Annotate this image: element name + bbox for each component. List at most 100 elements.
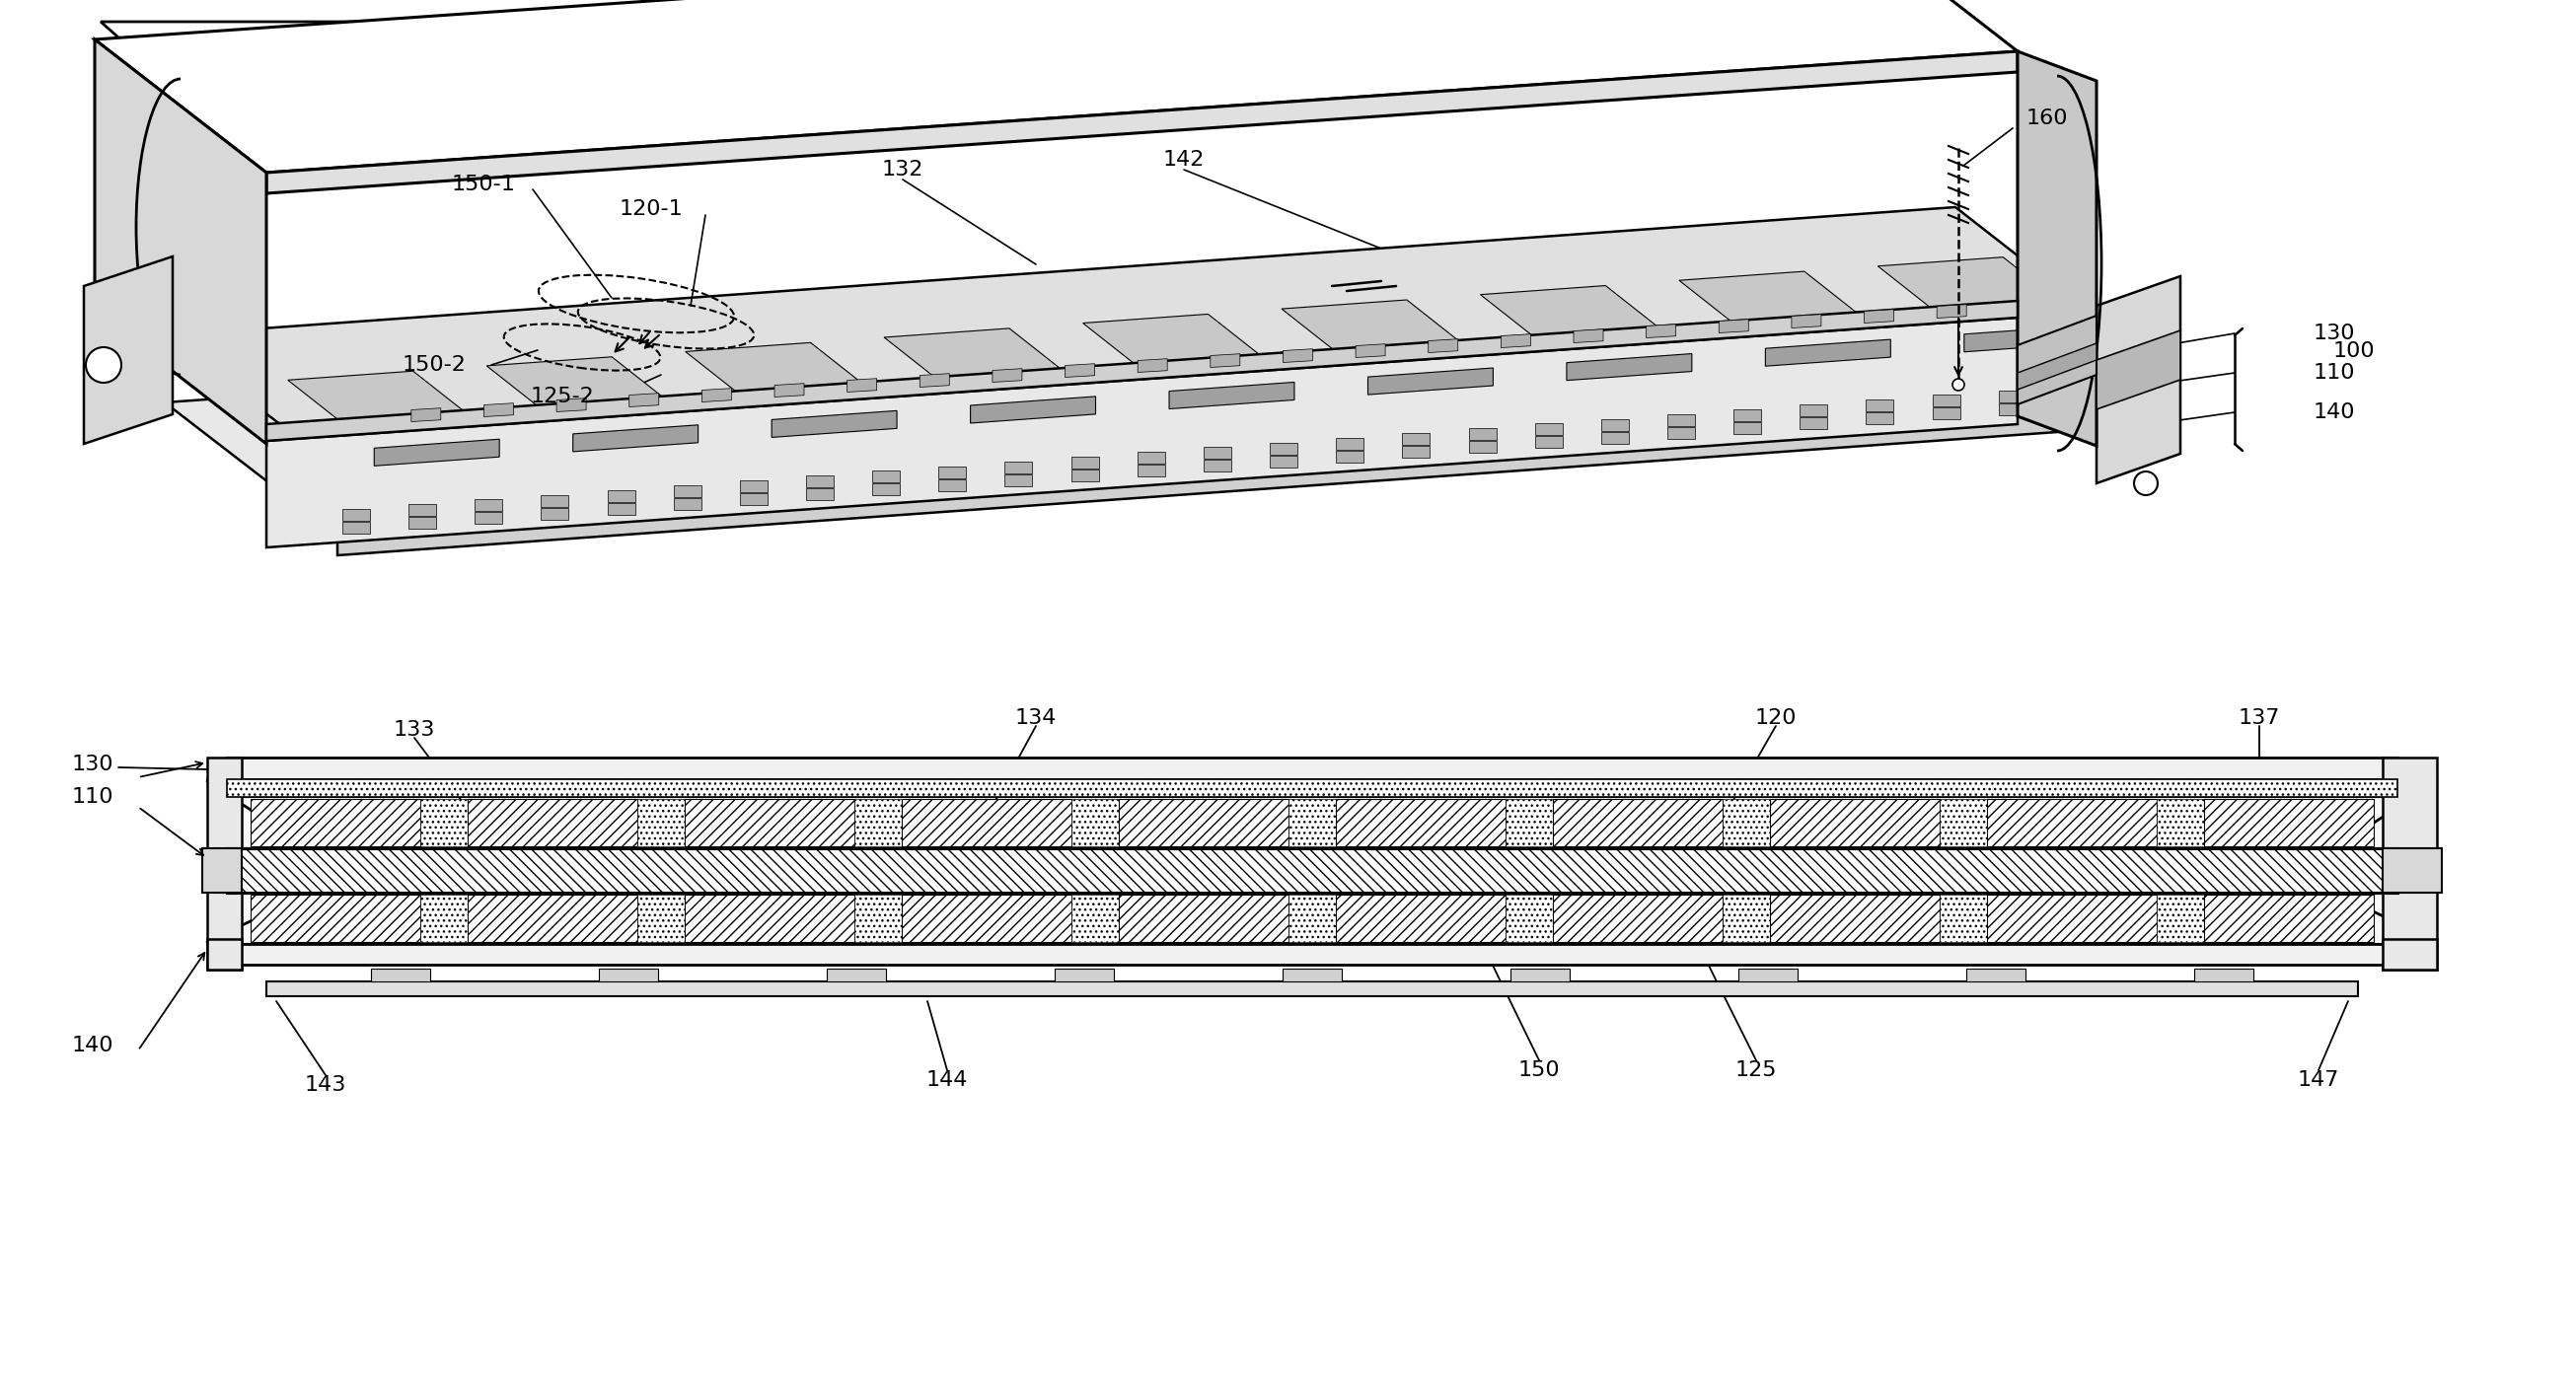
Polygon shape	[701, 389, 732, 403]
Polygon shape	[1337, 798, 1504, 846]
Polygon shape	[2097, 276, 2179, 484]
Polygon shape	[343, 522, 371, 533]
Polygon shape	[2097, 330, 2179, 409]
Polygon shape	[343, 508, 371, 521]
Polygon shape	[227, 893, 2398, 944]
Polygon shape	[1118, 798, 1288, 846]
Polygon shape	[2195, 969, 2254, 981]
Polygon shape	[848, 378, 876, 392]
Polygon shape	[85, 257, 173, 444]
Polygon shape	[1270, 442, 1298, 455]
Text: 147: 147	[2298, 1070, 2339, 1090]
Polygon shape	[1535, 437, 1564, 448]
Polygon shape	[1965, 969, 2025, 981]
Text: 110: 110	[72, 787, 113, 807]
Polygon shape	[2156, 894, 2205, 943]
Polygon shape	[1646, 324, 1677, 338]
Polygon shape	[1005, 474, 1033, 486]
Polygon shape	[1283, 300, 1494, 376]
Text: 150: 150	[1517, 1061, 1561, 1080]
Polygon shape	[2383, 848, 2442, 893]
Polygon shape	[1602, 431, 1628, 444]
Polygon shape	[1999, 403, 2027, 415]
Polygon shape	[920, 374, 951, 387]
Polygon shape	[1566, 353, 1692, 381]
Polygon shape	[1203, 460, 1231, 471]
Polygon shape	[2017, 51, 2097, 445]
Polygon shape	[1337, 451, 1363, 463]
Polygon shape	[827, 969, 886, 981]
Polygon shape	[629, 393, 659, 407]
Text: 134: 134	[1015, 708, 1056, 728]
Circle shape	[2133, 471, 2159, 495]
Polygon shape	[672, 497, 701, 510]
Polygon shape	[469, 894, 636, 943]
Polygon shape	[2017, 316, 2097, 404]
Polygon shape	[541, 495, 569, 507]
Text: 125-2: 125-2	[531, 386, 595, 407]
Text: 130: 130	[2313, 323, 2354, 344]
Polygon shape	[2205, 798, 2372, 846]
Polygon shape	[672, 485, 701, 497]
Polygon shape	[873, 471, 899, 482]
Polygon shape	[474, 500, 502, 511]
Polygon shape	[1770, 894, 1940, 943]
Polygon shape	[1005, 462, 1033, 473]
Polygon shape	[1801, 404, 1826, 416]
Polygon shape	[775, 383, 804, 397]
Polygon shape	[1940, 894, 1986, 943]
Polygon shape	[1986, 798, 2156, 846]
Polygon shape	[1790, 315, 1821, 328]
Polygon shape	[227, 757, 2398, 779]
Polygon shape	[1368, 368, 1494, 394]
Text: 130: 130	[72, 754, 113, 775]
Polygon shape	[1734, 409, 1762, 420]
Polygon shape	[1288, 798, 1337, 846]
Polygon shape	[2156, 798, 2205, 846]
Polygon shape	[1574, 330, 1602, 342]
Polygon shape	[1932, 394, 1960, 407]
Polygon shape	[739, 493, 768, 506]
Polygon shape	[2066, 398, 2092, 411]
Polygon shape	[1999, 390, 2027, 403]
Polygon shape	[1718, 319, 1749, 333]
Polygon shape	[1355, 344, 1386, 357]
Polygon shape	[608, 503, 634, 515]
Polygon shape	[250, 798, 420, 846]
Polygon shape	[541, 507, 569, 519]
Polygon shape	[2383, 757, 2437, 970]
Polygon shape	[374, 440, 500, 466]
Text: 150-1: 150-1	[451, 174, 515, 194]
Polygon shape	[474, 513, 502, 523]
Polygon shape	[1401, 445, 1430, 458]
Polygon shape	[2383, 938, 2437, 970]
Polygon shape	[1963, 326, 2089, 352]
Polygon shape	[420, 798, 469, 846]
Polygon shape	[1510, 969, 1569, 981]
Polygon shape	[1680, 271, 1891, 349]
Text: 142: 142	[1162, 150, 1206, 169]
Polygon shape	[337, 407, 2125, 555]
Text: 144: 144	[927, 1070, 969, 1090]
Polygon shape	[1072, 894, 1118, 943]
Polygon shape	[806, 489, 835, 500]
Polygon shape	[2066, 386, 2092, 397]
Polygon shape	[1553, 894, 1723, 943]
Polygon shape	[1504, 894, 1553, 943]
Text: 137: 137	[2239, 708, 2280, 728]
Polygon shape	[1723, 894, 1770, 943]
Polygon shape	[1865, 412, 1893, 425]
Polygon shape	[739, 481, 768, 492]
Polygon shape	[1072, 470, 1100, 481]
Polygon shape	[902, 894, 1072, 943]
Polygon shape	[1770, 798, 1940, 846]
Polygon shape	[1940, 798, 1986, 846]
Polygon shape	[2130, 393, 2159, 405]
Polygon shape	[1211, 354, 1239, 367]
Polygon shape	[487, 357, 698, 434]
Polygon shape	[250, 894, 420, 943]
Polygon shape	[1270, 455, 1298, 467]
Polygon shape	[1288, 894, 1337, 943]
Text: 143: 143	[304, 1074, 348, 1095]
Polygon shape	[572, 425, 698, 452]
